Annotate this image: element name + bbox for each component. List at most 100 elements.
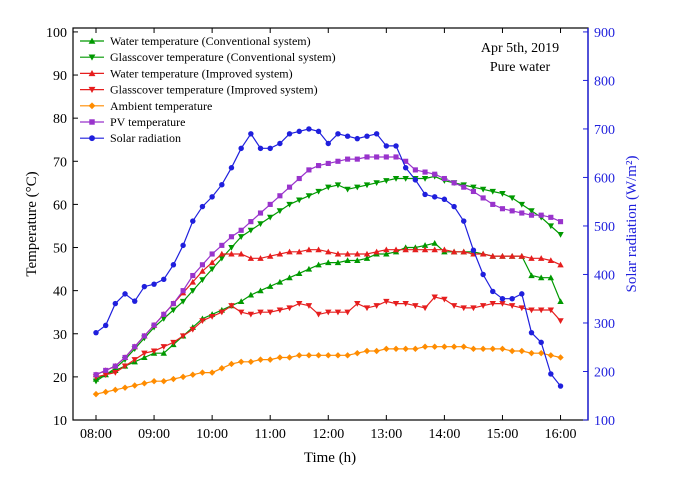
data-point <box>479 303 487 309</box>
data-point <box>179 298 187 305</box>
data-point <box>208 259 216 266</box>
data-point <box>237 298 245 304</box>
data-point <box>364 133 370 139</box>
data-point <box>189 326 196 333</box>
data-point <box>325 160 331 166</box>
data-point <box>122 291 128 297</box>
data-point <box>325 259 332 266</box>
data-point <box>499 296 506 302</box>
data-point <box>141 380 148 387</box>
y-tick-label: 50 <box>53 242 67 257</box>
data-point <box>316 163 322 169</box>
data-point <box>170 307 177 314</box>
data-point <box>450 248 458 255</box>
data-point <box>402 301 409 307</box>
data-point <box>161 311 167 317</box>
data-point <box>257 145 264 152</box>
data-point <box>266 214 274 221</box>
data-point <box>93 372 99 378</box>
data-point <box>489 188 496 195</box>
legend-marker <box>88 54 96 61</box>
y-axis-label: Temperature (°C) <box>24 171 40 276</box>
legend-marker <box>88 70 96 77</box>
data-point <box>180 242 186 249</box>
data-point <box>519 291 525 297</box>
data-point <box>286 201 293 208</box>
data-point <box>441 296 448 303</box>
data-point <box>557 354 564 361</box>
data-point <box>228 250 235 257</box>
series-5 <box>93 154 564 378</box>
data-point <box>431 240 438 246</box>
data-point <box>266 356 274 363</box>
data-point <box>121 363 129 370</box>
data-point <box>528 255 535 261</box>
data-point <box>334 250 342 257</box>
data-point <box>509 296 515 302</box>
data-point <box>189 288 196 294</box>
data-point <box>247 255 255 261</box>
legend-label: PV temperature <box>110 115 185 129</box>
data-point <box>412 345 419 353</box>
y-tick-label: 20 <box>53 371 67 386</box>
annotation-date: Apr 5th, 2019 <box>481 41 559 56</box>
data-point <box>421 175 429 182</box>
data-point <box>489 252 496 259</box>
data-point <box>199 318 206 325</box>
data-point <box>112 363 118 369</box>
data-point <box>547 352 555 359</box>
y-tick-label: 60 <box>53 198 67 213</box>
data-point <box>479 250 487 257</box>
data-point <box>277 193 283 199</box>
data-point <box>248 219 254 225</box>
data-point <box>392 175 400 182</box>
data-point <box>305 352 313 359</box>
data-point <box>508 252 516 259</box>
data-point <box>237 309 245 316</box>
data-point <box>112 386 119 394</box>
data-point <box>412 303 419 309</box>
data-point <box>557 261 564 268</box>
legend-marker <box>89 119 95 125</box>
data-point <box>306 126 312 132</box>
data-point <box>383 154 389 160</box>
data-point <box>470 184 477 191</box>
x-tick-label: 14:00 <box>428 427 460 442</box>
data-point <box>538 212 544 218</box>
legend-item: Ambient temperature <box>80 99 212 113</box>
data-point <box>151 322 157 328</box>
data-point <box>537 255 545 261</box>
data-point <box>528 208 535 215</box>
data-point <box>257 210 264 216</box>
data-point <box>122 354 128 361</box>
data-point <box>450 343 458 350</box>
data-point <box>528 272 535 279</box>
data-point <box>557 232 564 238</box>
data-point <box>392 345 400 353</box>
data-point <box>354 156 360 162</box>
data-point <box>325 184 332 191</box>
data-point <box>160 377 167 385</box>
axes: 08:00 09:00 10:00 11:00 12:00 13:00 14:00 15:00… <box>46 26 615 442</box>
data-point <box>199 369 206 376</box>
data-point <box>344 352 351 359</box>
data-point <box>257 309 264 316</box>
x-axis-label: Time (h) <box>304 450 356 466</box>
data-point <box>392 246 400 253</box>
data-point <box>354 349 361 357</box>
data-point <box>431 194 438 200</box>
data-point <box>228 234 235 240</box>
data-point <box>470 247 477 253</box>
data-point <box>499 301 506 307</box>
data-point <box>518 305 525 312</box>
data-point <box>170 262 177 268</box>
data-point <box>325 248 332 255</box>
data-point <box>228 360 235 368</box>
data-point <box>402 175 409 182</box>
data-point <box>247 227 255 234</box>
data-point <box>557 318 564 325</box>
legend-label: Ambient temperature <box>110 99 212 113</box>
data-point <box>92 390 100 398</box>
x-tick-label: 15:00 <box>487 427 519 442</box>
y-tick-label: 30 <box>53 328 67 343</box>
